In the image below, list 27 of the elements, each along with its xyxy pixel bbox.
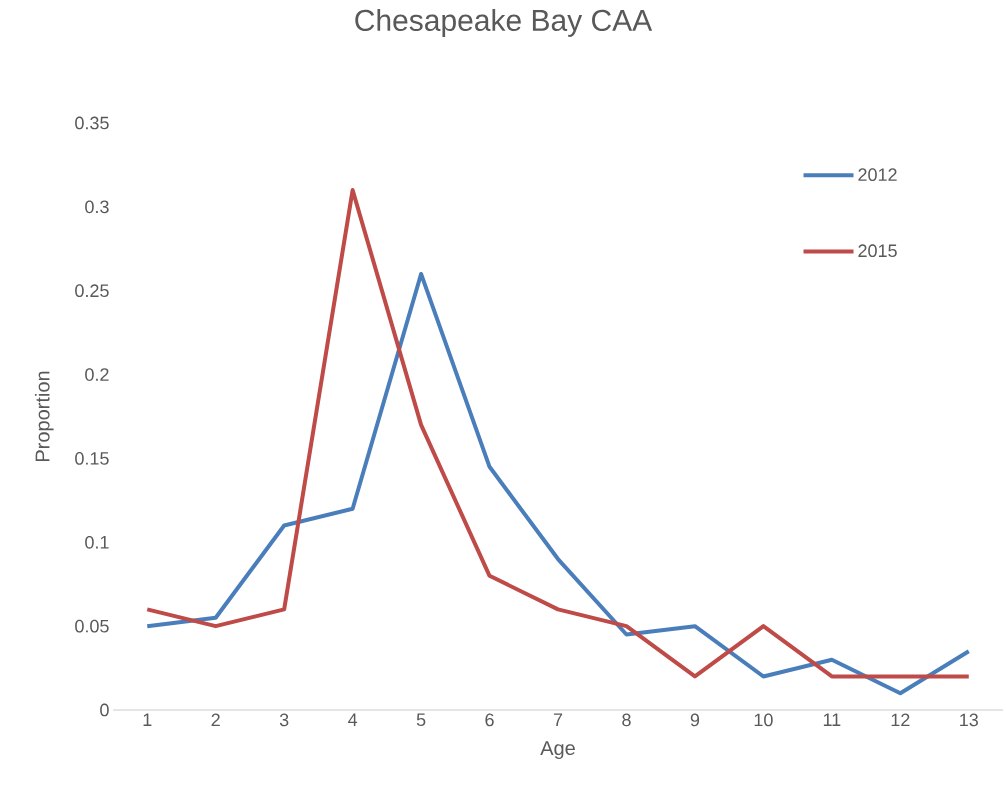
legend-label: 2015 — [858, 244, 897, 258]
y-tick-label: 0 — [100, 703, 109, 717]
legend-label: 2012 — [858, 168, 897, 182]
x-tick-label: 9 — [690, 713, 700, 727]
chart-title: Chesapeake Bay CAA — [355, 9, 653, 37]
x-tick-label: 6 — [485, 713, 494, 727]
x-tick-label: 4 — [348, 713, 358, 726]
x-axis-title: Age — [540, 741, 575, 760]
y-tick-label: 0.25 — [75, 284, 109, 298]
x-tick-label: 11 — [823, 713, 841, 726]
x-tick-label: 1 — [143, 713, 152, 726]
x-tick-label: 2 — [211, 713, 220, 727]
x-tick-label: 5 — [416, 713, 426, 727]
x-tick-label: 3 — [279, 713, 289, 727]
y-tick-label: 0.1 — [85, 535, 109, 549]
x-tick-label: 13 — [960, 713, 978, 727]
y-tick-label: 0.3 — [85, 200, 109, 214]
y-axis-title: Proportion — [34, 371, 54, 461]
y-tick-label: 0.35 — [75, 116, 109, 130]
x-tick-label: 8 — [622, 713, 631, 727]
y-tick-label: 0.2 — [85, 368, 109, 381]
y-tick-label: 0.05 — [75, 619, 109, 633]
x-tick-label: 7 — [553, 713, 563, 726]
x-tick-label: 12 — [891, 713, 910, 727]
y-tick-label: 0.15 — [75, 452, 109, 465]
line-series — [145, 271, 971, 696]
x-tick-label: 10 — [754, 713, 773, 727]
